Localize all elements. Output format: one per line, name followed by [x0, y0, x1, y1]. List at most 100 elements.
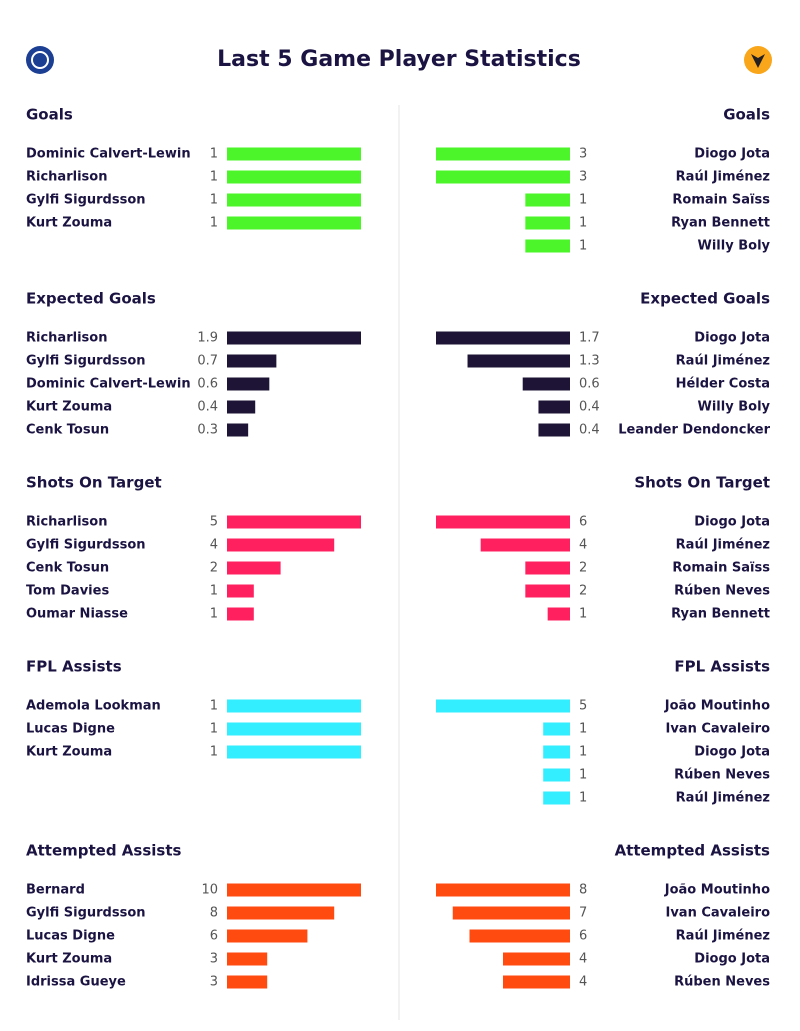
stat-value: 0.4 — [197, 400, 218, 415]
bar — [227, 584, 254, 598]
bar — [525, 561, 570, 575]
bar — [436, 699, 570, 713]
player-name: Raúl Jiménez — [676, 791, 770, 806]
stat-value: 4 — [579, 975, 587, 990]
player-name: Ryan Bennett — [671, 216, 770, 231]
stat-value: 0.3 — [197, 423, 218, 438]
bar — [547, 607, 570, 621]
section-title: FPL Assists — [674, 658, 770, 676]
player-name: Ademola Lookman — [26, 699, 161, 714]
home-badge — [26, 46, 54, 74]
section-title: Attempted Assists — [615, 842, 770, 860]
bar — [227, 216, 361, 230]
player-name: João Moutinho — [664, 883, 770, 898]
stat-value: 8 — [210, 906, 218, 921]
stat-value: 1 — [579, 607, 587, 622]
player-name: Raúl Jiménez — [676, 929, 770, 944]
stat-value: 2 — [579, 584, 587, 599]
player-name: Gylfi Sigurdsson — [26, 193, 146, 208]
stat-value: 1 — [579, 722, 587, 737]
player-name: Richarlison — [26, 515, 107, 530]
stat-value: 1 — [210, 745, 218, 760]
bar — [469, 929, 570, 943]
stat-value: 0.4 — [579, 423, 600, 438]
player-name: Diogo Jota — [694, 147, 770, 162]
player-name: Ivan Cavaleiro — [666, 906, 771, 921]
player-name: Raúl Jiménez — [676, 354, 770, 369]
section-title: Attempted Assists — [26, 842, 181, 860]
bar — [436, 331, 570, 345]
bar — [525, 584, 570, 598]
player-name: Cenk Tosun — [26, 423, 109, 438]
bar — [543, 768, 570, 782]
stat-value: 1 — [210, 722, 218, 737]
bar — [436, 147, 570, 161]
bar — [538, 423, 570, 437]
bar — [522, 377, 570, 391]
stat-value: 1.9 — [197, 331, 218, 346]
stat-value: 1 — [579, 216, 587, 231]
stat-value: 1 — [579, 193, 587, 208]
stat-value: 6 — [210, 929, 218, 944]
player-name: Lucas Digne — [26, 722, 115, 737]
bar — [227, 400, 256, 414]
bar — [538, 400, 570, 414]
stat-value: 4 — [579, 538, 587, 553]
stat-value: 1 — [210, 216, 218, 231]
bar — [227, 147, 361, 161]
player-name: Kurt Zouma — [26, 216, 112, 231]
stat-value: 0.6 — [197, 377, 218, 392]
player-name: Diogo Jota — [694, 515, 770, 530]
stat-value: 2 — [210, 561, 218, 576]
player-name: Romain Saïss — [672, 561, 770, 576]
stat-value: 3 — [210, 975, 218, 990]
stat-value: 1.3 — [579, 354, 600, 369]
bar — [227, 929, 308, 943]
stat-value: 1 — [579, 745, 587, 760]
stat-value: 0.4 — [579, 400, 600, 415]
bar — [227, 331, 361, 345]
bar — [543, 745, 570, 759]
stat-value: 3 — [210, 952, 218, 967]
bar — [525, 239, 570, 253]
bar — [525, 216, 570, 230]
player-name: Raúl Jiménez — [676, 170, 770, 185]
player-name: Diogo Jota — [694, 952, 770, 967]
home-badge-ring — [31, 51, 49, 69]
stat-value: 3 — [579, 147, 587, 162]
stat-value: 1 — [579, 768, 587, 783]
section-title: FPL Assists — [26, 658, 122, 676]
player-name: Rúben Neves — [674, 768, 770, 783]
page-title: Last 5 Game Player Statistics — [217, 47, 581, 72]
stat-value: 1.7 — [579, 331, 600, 346]
bar — [227, 883, 361, 897]
player-name: Dominic Calvert-Lewin — [26, 377, 191, 392]
player-name: Idrissa Gueye — [26, 975, 126, 990]
bar — [227, 538, 335, 552]
bar — [503, 975, 570, 989]
bar — [436, 170, 570, 184]
player-name: Kurt Zouma — [26, 400, 112, 415]
bar — [227, 561, 281, 575]
stat-value: 1 — [210, 193, 218, 208]
player-name: Willy Boly — [698, 400, 771, 415]
stat-value: 1 — [210, 170, 218, 185]
stat-value: 6 — [579, 515, 587, 530]
player-name: Raúl Jiménez — [676, 538, 770, 553]
player-name: Kurt Zouma — [26, 952, 112, 967]
stat-value: 0.7 — [197, 354, 218, 369]
bar — [436, 883, 570, 897]
away-badge-wolf — [751, 54, 765, 68]
player-name: Leander Dendoncker — [618, 423, 770, 438]
player-name: Gylfi Sigurdsson — [26, 538, 146, 553]
stat-value: 6 — [579, 929, 587, 944]
player-name: Oumar Niasse — [26, 607, 128, 622]
stat-value: 5 — [579, 699, 587, 714]
bar — [480, 538, 570, 552]
bar — [227, 170, 361, 184]
player-name: Romain Saïss — [672, 193, 770, 208]
stat-value: 1 — [210, 699, 218, 714]
section-title: Shots On Target — [26, 474, 162, 492]
player-name: Hélder Costa — [676, 377, 770, 392]
